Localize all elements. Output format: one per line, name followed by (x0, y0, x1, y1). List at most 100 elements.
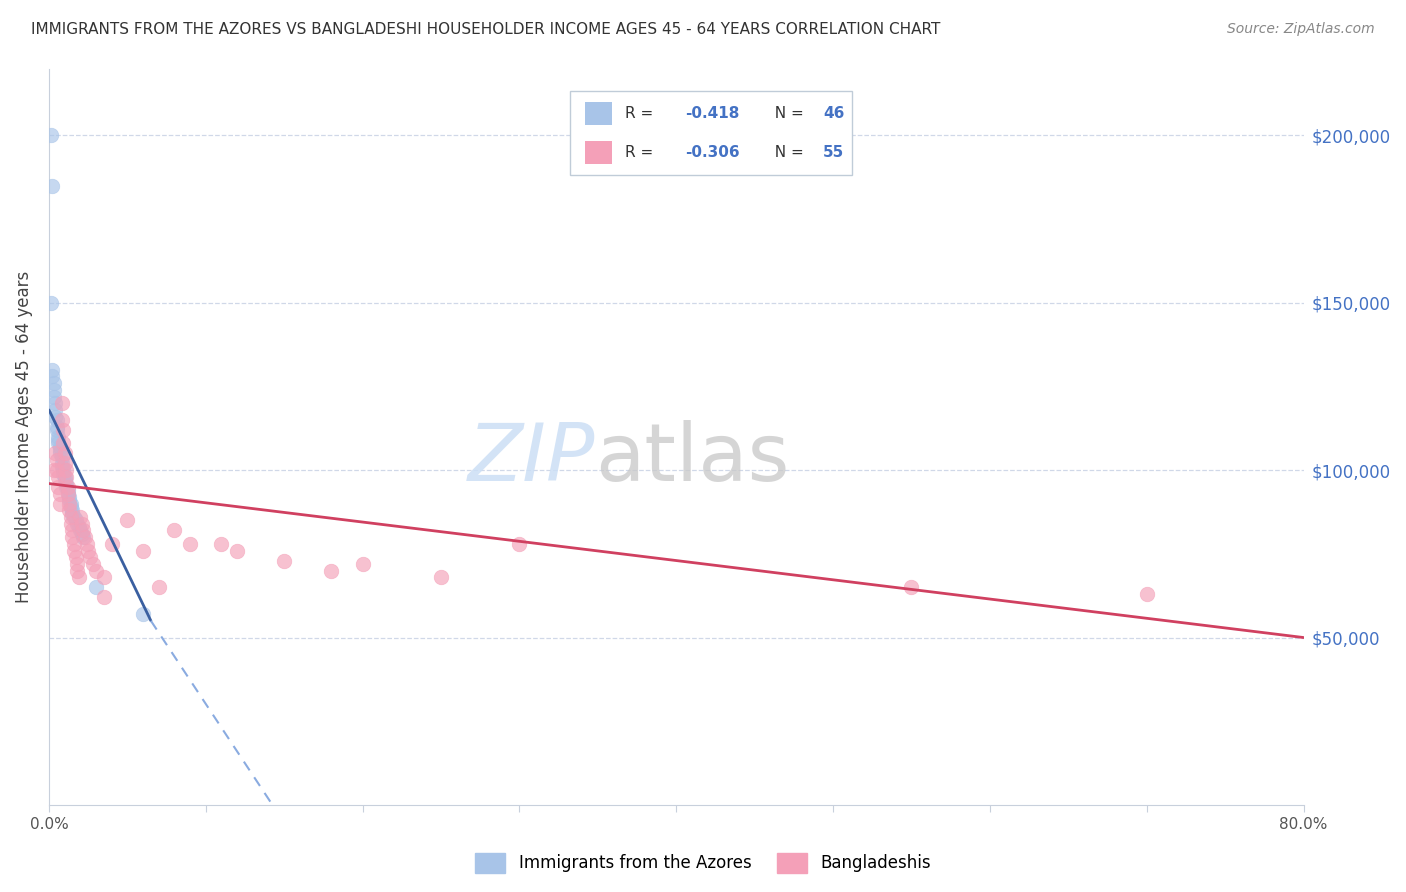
Point (62, 503, 84, 517)
Point (62, 507, 84, 521)
Text: atlas: atlas (595, 420, 789, 498)
Point (179, 537, 201, 551)
Point (42, 376, 65, 391)
Point (77, 543, 100, 558)
Point (132, 607, 155, 621)
Point (45, 413, 67, 427)
Point (52, 423, 75, 437)
Text: -0.418: -0.418 (685, 106, 740, 121)
FancyBboxPatch shape (585, 102, 612, 125)
Point (117, 513, 139, 527)
Point (52, 467, 75, 481)
Point (41, 369, 63, 384)
Point (53, 470, 76, 484)
Point (48, 480, 70, 494)
Point (84, 564, 107, 578)
Point (51, 396, 73, 410)
Point (55, 480, 77, 494)
Point (56, 486, 79, 500)
Point (148, 580, 170, 594)
Point (70, 526, 93, 541)
Point (53, 446, 76, 460)
Point (430, 570, 453, 584)
Point (51, 413, 73, 427)
Point (67, 520, 90, 534)
Point (49, 440, 72, 454)
Point (39, 295, 62, 310)
Point (45, 423, 67, 437)
Point (82, 557, 104, 571)
Point (56, 480, 79, 494)
Point (44, 396, 66, 410)
Point (52, 463, 75, 477)
Point (49, 443, 72, 458)
Point (41, 178, 63, 193)
Text: IMMIGRANTS FROM THE AZORES VS BANGLADESHI HOUSEHOLDER INCOME AGES 45 - 64 YEARS : IMMIGRANTS FROM THE AZORES VS BANGLADESH… (31, 22, 941, 37)
Point (76, 537, 98, 551)
Point (55, 463, 77, 477)
Point (93, 570, 115, 584)
Point (58, 497, 80, 511)
Y-axis label: Householder Income Ages 45 - 64 years: Householder Income Ages 45 - 64 years (15, 270, 32, 603)
Point (42, 390, 65, 404)
Point (59, 516, 82, 531)
Point (59, 510, 82, 524)
FancyBboxPatch shape (569, 91, 852, 176)
Point (63, 510, 86, 524)
Point (44, 446, 66, 460)
Point (42, 463, 65, 477)
Point (72, 530, 94, 544)
Point (48, 470, 70, 484)
Point (63, 537, 86, 551)
Point (48, 436, 70, 450)
Point (66, 564, 89, 578)
Point (51, 457, 73, 471)
Point (93, 591, 115, 605)
Point (73, 530, 96, 544)
Point (66, 557, 89, 571)
Text: R =: R = (624, 106, 658, 121)
Text: 55: 55 (823, 145, 844, 160)
Text: ZIP: ZIP (467, 420, 595, 498)
Point (67, 570, 90, 584)
Point (51, 450, 73, 464)
Point (53, 473, 76, 487)
Point (226, 543, 249, 558)
Point (56, 486, 79, 500)
Point (65, 550, 87, 565)
Point (72, 524, 94, 538)
FancyBboxPatch shape (585, 141, 612, 164)
Point (62, 530, 84, 544)
Point (45, 419, 67, 434)
Point (1136, 587, 1159, 601)
Point (211, 537, 233, 551)
Point (49, 486, 72, 500)
Point (39, 128, 62, 143)
Point (273, 553, 295, 567)
Point (49, 446, 72, 460)
Point (100, 537, 122, 551)
Point (59, 497, 82, 511)
Point (84, 580, 107, 594)
Text: 46: 46 (823, 106, 845, 121)
Text: -0.306: -0.306 (685, 145, 740, 160)
Point (352, 557, 374, 571)
Point (48, 430, 70, 444)
Point (69, 524, 91, 538)
Point (53, 457, 76, 471)
Point (58, 493, 80, 508)
Point (70, 516, 93, 531)
Point (132, 543, 155, 558)
Point (44, 403, 66, 417)
Point (58, 490, 80, 504)
Point (42, 383, 65, 397)
Text: N =: N = (765, 145, 808, 160)
Text: Source: ZipAtlas.com: Source: ZipAtlas.com (1227, 22, 1375, 37)
Point (508, 537, 530, 551)
Point (65, 513, 87, 527)
Point (45, 463, 67, 477)
Point (48, 433, 70, 447)
Point (41, 363, 63, 377)
Legend: Immigrants from the Azores, Bangladeshis: Immigrants from the Azores, Bangladeshis (468, 847, 938, 880)
Point (45, 453, 67, 467)
